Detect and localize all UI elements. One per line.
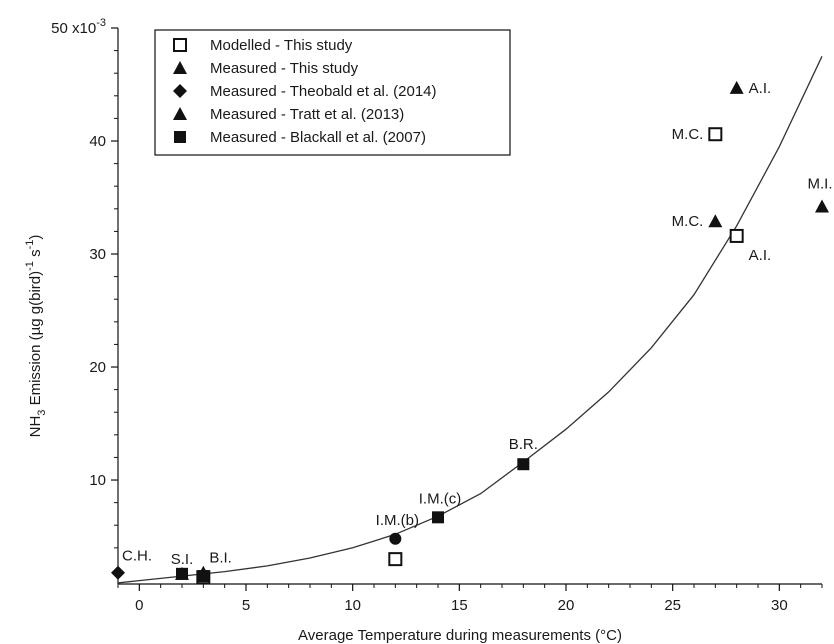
legend-marker xyxy=(174,131,186,143)
legend-entry-label: Measured - Theobald et al. (2014) xyxy=(210,83,437,100)
x-tick-label: 20 xyxy=(558,597,575,614)
data-points-layer xyxy=(111,80,829,585)
fit-curve-layer xyxy=(117,56,823,584)
data-point-series-0 xyxy=(729,228,744,243)
legend-entry-label: Measured - Tratt et al. (2013) xyxy=(210,106,404,123)
data-point-series-0 xyxy=(388,552,403,567)
x-tick-label: 10 xyxy=(344,597,361,614)
data-point-series-2 xyxy=(111,565,125,580)
point-label: I.M.(c) xyxy=(419,490,462,507)
data-point-series-4 xyxy=(197,570,210,583)
y-tick-label: 30 xyxy=(89,246,106,263)
point-label: B.I. xyxy=(209,550,232,567)
point-label: M.C. xyxy=(672,213,704,230)
legend: Modelled - This study Measured - This stu… xyxy=(154,29,511,156)
legend-marker xyxy=(173,61,187,74)
axis-titles: Average Temperature during measurements … xyxy=(24,235,622,644)
x-tick-label: 25 xyxy=(664,597,681,614)
legend-box xyxy=(154,29,511,156)
point-label: A.I. xyxy=(749,247,772,264)
data-point-series-4 xyxy=(432,511,444,524)
data-point-series-3 xyxy=(815,199,829,213)
data-point-series-4 xyxy=(517,458,530,471)
point-label: M.C. xyxy=(672,126,704,143)
legend-entry-label: Modelled - This study xyxy=(210,37,353,54)
y-axis-title: NH3 Emission (µg g(bird)-1 s-1) xyxy=(24,235,48,438)
y-tick-label: 10 xyxy=(89,472,106,489)
data-point-series-4 xyxy=(176,567,188,580)
x-tick-label: 30 xyxy=(771,597,788,614)
exponential-fit-curve xyxy=(117,56,823,584)
point-labels-layer: M.C. A.I. S.I. B.I. M.C. A.I. C.H. M.I. B.R. I.M.… xyxy=(122,80,833,568)
legend-marker xyxy=(173,84,187,98)
data-point-series-1 xyxy=(729,80,744,94)
x-axis-title: Average Temperature during measurements … xyxy=(298,627,622,644)
data-point-series-1 xyxy=(708,214,723,228)
data-point-series-0 xyxy=(708,127,723,142)
y-tick-label: 40 xyxy=(89,133,106,150)
x-tick-label: 0 xyxy=(135,597,143,614)
legend-marker xyxy=(173,38,187,52)
point-label: M.I. xyxy=(808,176,833,193)
y-multiplier-label: 50 x10-3 xyxy=(51,17,106,37)
x-tick-label: 15 xyxy=(451,597,468,614)
axes: 0 5 10 15 20 25 30 10 20 30 40 50 x10-3 xyxy=(51,17,823,614)
point-label: A.I. xyxy=(749,80,772,97)
x-tick-label: 5 xyxy=(242,597,250,614)
point-label: B.R. xyxy=(509,436,538,453)
legend-entry-label: Measured - This study xyxy=(210,60,359,77)
point-label: S.I. xyxy=(171,551,194,568)
legend-marker xyxy=(173,107,187,120)
y-tick-label: 20 xyxy=(89,359,106,376)
data-point-series-2 xyxy=(389,532,402,545)
point-label: C.H. xyxy=(122,548,152,565)
point-label: I.M.(b) xyxy=(376,512,419,529)
legend-entry-label: Measured - Blackall et al. (2007) xyxy=(210,129,426,146)
